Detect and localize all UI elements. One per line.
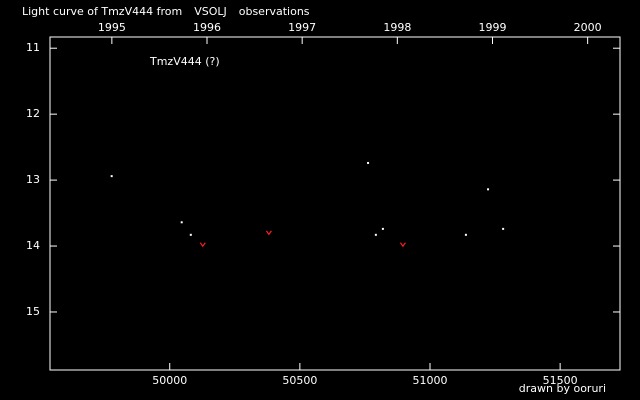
x-tick-label: 50000 [152,374,187,387]
x2-tick-label: 1998 [383,21,411,34]
upper-limit-point [199,242,206,248]
x-tick-label: 51000 [413,374,448,387]
x-tick-label: 51500 [543,374,578,387]
point [502,227,505,230]
point [487,188,490,191]
y-tick-label: 12 [26,107,40,120]
y-tick-label: 13 [26,173,40,186]
chart-title: observations [239,5,310,18]
x2-tick-label: 1995 [98,21,126,34]
point [367,161,370,164]
upper-limit-point [399,242,406,248]
x2-tick-label: 1996 [193,21,221,34]
point [110,175,113,178]
y-tick-label: 14 [26,239,40,252]
x2-tick-label: 1997 [288,21,316,34]
chart-title: VSOLJ [194,5,227,18]
point [374,233,377,236]
credit: drawn by ooruri [519,382,606,395]
upper-limit-point [265,230,272,236]
y-tick-label: 15 [26,305,40,318]
y-tick-label: 11 [26,41,40,54]
x2-tick-label: 2000 [574,21,602,34]
point [464,233,467,236]
point [180,221,183,224]
x-tick-label: 50500 [282,374,317,387]
annotation: TmzV444 (?) [149,55,220,68]
point [381,227,384,230]
x2-tick-label: 1999 [478,21,506,34]
chart-title: Light curve of TmzV444 from [22,5,182,18]
point [189,233,192,236]
plot-frame [49,36,621,371]
